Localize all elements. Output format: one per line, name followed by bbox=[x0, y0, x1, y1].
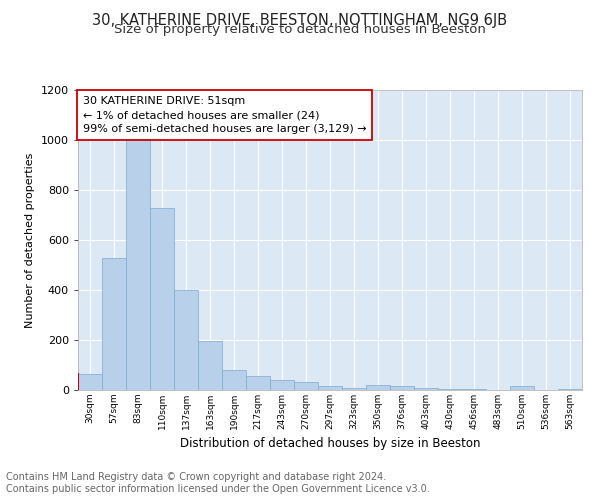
Bar bbox=[366, 385, 390, 390]
Bar bbox=[294, 382, 318, 390]
Bar bbox=[510, 386, 534, 390]
Bar bbox=[174, 290, 198, 390]
Bar bbox=[342, 388, 366, 390]
Y-axis label: Number of detached properties: Number of detached properties bbox=[25, 152, 35, 328]
Bar bbox=[270, 380, 294, 390]
Bar bbox=[438, 389, 462, 390]
Text: Contains HM Land Registry data © Crown copyright and database right 2024.: Contains HM Land Registry data © Crown c… bbox=[6, 472, 386, 482]
Bar bbox=[246, 376, 270, 390]
Bar bbox=[318, 386, 342, 390]
Bar bbox=[414, 388, 438, 390]
Text: Size of property relative to detached houses in Beeston: Size of property relative to detached ho… bbox=[114, 22, 486, 36]
Bar bbox=[126, 140, 150, 390]
Bar bbox=[558, 389, 582, 390]
Bar bbox=[462, 389, 486, 390]
Bar bbox=[198, 341, 222, 390]
Text: 30, KATHERINE DRIVE, BEESTON, NOTTINGHAM, NG9 6JB: 30, KATHERINE DRIVE, BEESTON, NOTTINGHAM… bbox=[92, 12, 508, 28]
X-axis label: Distribution of detached houses by size in Beeston: Distribution of detached houses by size … bbox=[180, 438, 480, 450]
Bar bbox=[390, 386, 414, 390]
Bar bbox=[222, 370, 246, 390]
Bar bbox=[78, 374, 102, 390]
Text: 30 KATHERINE DRIVE: 51sqm
← 1% of detached houses are smaller (24)
99% of semi-d: 30 KATHERINE DRIVE: 51sqm ← 1% of detach… bbox=[83, 96, 367, 134]
Text: Contains public sector information licensed under the Open Government Licence v3: Contains public sector information licen… bbox=[6, 484, 430, 494]
Bar bbox=[150, 208, 174, 390]
Bar bbox=[102, 258, 126, 390]
